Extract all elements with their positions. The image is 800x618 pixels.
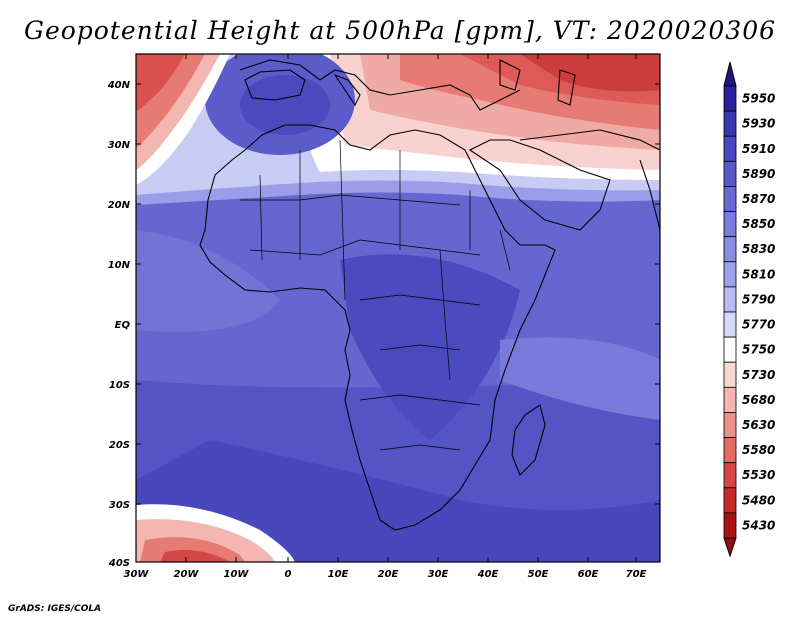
colorbar-swatch — [723, 110, 737, 137]
colorbar-label: 5580 — [742, 443, 775, 457]
colorbar-swatch — [723, 311, 737, 338]
lat-label: 20N — [108, 200, 131, 211]
lat-label: 30N — [108, 140, 131, 151]
lon-label: 30W — [124, 569, 150, 580]
colorbar-label: 5480 — [742, 493, 775, 507]
colorbar-label: 5750 — [742, 343, 775, 357]
lon-label: 50E — [528, 569, 549, 580]
height-field — [136, 54, 660, 562]
colorbar-label: 5680 — [742, 393, 775, 407]
latitude-axis: 40N 30N 20N 10N EQ 10S 20S 30S 40S — [107, 80, 660, 569]
colorbar-label: 5790 — [742, 292, 775, 306]
country-borders — [240, 139, 511, 451]
lat-label: EQ — [115, 320, 131, 331]
colorbar-label: 5430 — [742, 518, 775, 532]
colorbar-swatch — [723, 386, 737, 413]
lat-label: 40N — [107, 80, 131, 91]
colorbar-swatch — [723, 336, 737, 363]
colorbar-label: 5910 — [742, 142, 775, 156]
lat-label: 10S — [109, 380, 130, 391]
plot-frame — [135, 53, 661, 563]
lon-label: 10W — [224, 569, 250, 580]
colorbar-swatch — [723, 286, 737, 313]
lon-label: 20E — [378, 569, 399, 580]
colorbar-label: 5830 — [742, 242, 775, 256]
colorbar-label: 5870 — [742, 192, 775, 206]
grads-credit: GrADS: IGES/COLA — [8, 604, 102, 614]
lat-label: 30S — [109, 500, 130, 511]
map-title: Geopotential Height at 500hPa [gpm], VT:… — [23, 16, 777, 45]
colorbar-label: 5950 — [742, 92, 775, 106]
colorbar-swatch — [723, 462, 737, 489]
lat-label: 20S — [109, 440, 130, 451]
colorbar-swatch — [723, 437, 737, 464]
colorbar-swatch — [723, 487, 737, 514]
lon-label: 20W — [174, 569, 200, 580]
colorbar-swatch — [723, 186, 737, 212]
colorbar-label: 5930 — [742, 117, 775, 131]
colorbar-swatch — [723, 512, 737, 539]
lon-label: 40E — [477, 569, 499, 580]
colorbar-swatch — [723, 85, 737, 112]
colorbar-swatch — [723, 160, 737, 187]
colorbar-swatch — [723, 135, 737, 162]
colorbar-swatch — [723, 236, 737, 263]
colorbar-label: 5850 — [742, 217, 775, 231]
colorbar-swatch — [723, 412, 737, 438]
lat-label: 40S — [108, 558, 130, 569]
lon-label: 60E — [578, 569, 599, 580]
longitude-axis: 30W 20W 10W 0 10E 20E 30E 40E 50E 60E 70… — [124, 54, 647, 580]
lon-label: 0 — [285, 569, 292, 580]
colorbar-label: 5890 — [742, 167, 775, 181]
lon-label: 30E — [428, 569, 449, 580]
colorbar-label: 5770 — [742, 318, 775, 332]
lon-label: 70E — [626, 569, 647, 580]
coastlines — [199, 59, 660, 531]
colorbar-label: 5530 — [742, 468, 775, 482]
colorbar-label: 5810 — [742, 267, 775, 281]
colorbar-swatch — [723, 211, 737, 238]
colorbar-label: 5730 — [742, 368, 775, 382]
lon-label: 10E — [328, 569, 349, 580]
colorbar-swatch — [723, 361, 737, 388]
colorbar-swatch — [723, 261, 737, 288]
colorbar-top-arrow — [723, 61, 737, 87]
colorbar: 5950 5930 5910 5890 5870 5850 5830 5810 5790 5770… — [723, 61, 775, 558]
lat-label: 10N — [108, 260, 131, 271]
colorbar-label: 5630 — [742, 418, 775, 432]
colorbar-bottom-arrow — [723, 537, 737, 558]
